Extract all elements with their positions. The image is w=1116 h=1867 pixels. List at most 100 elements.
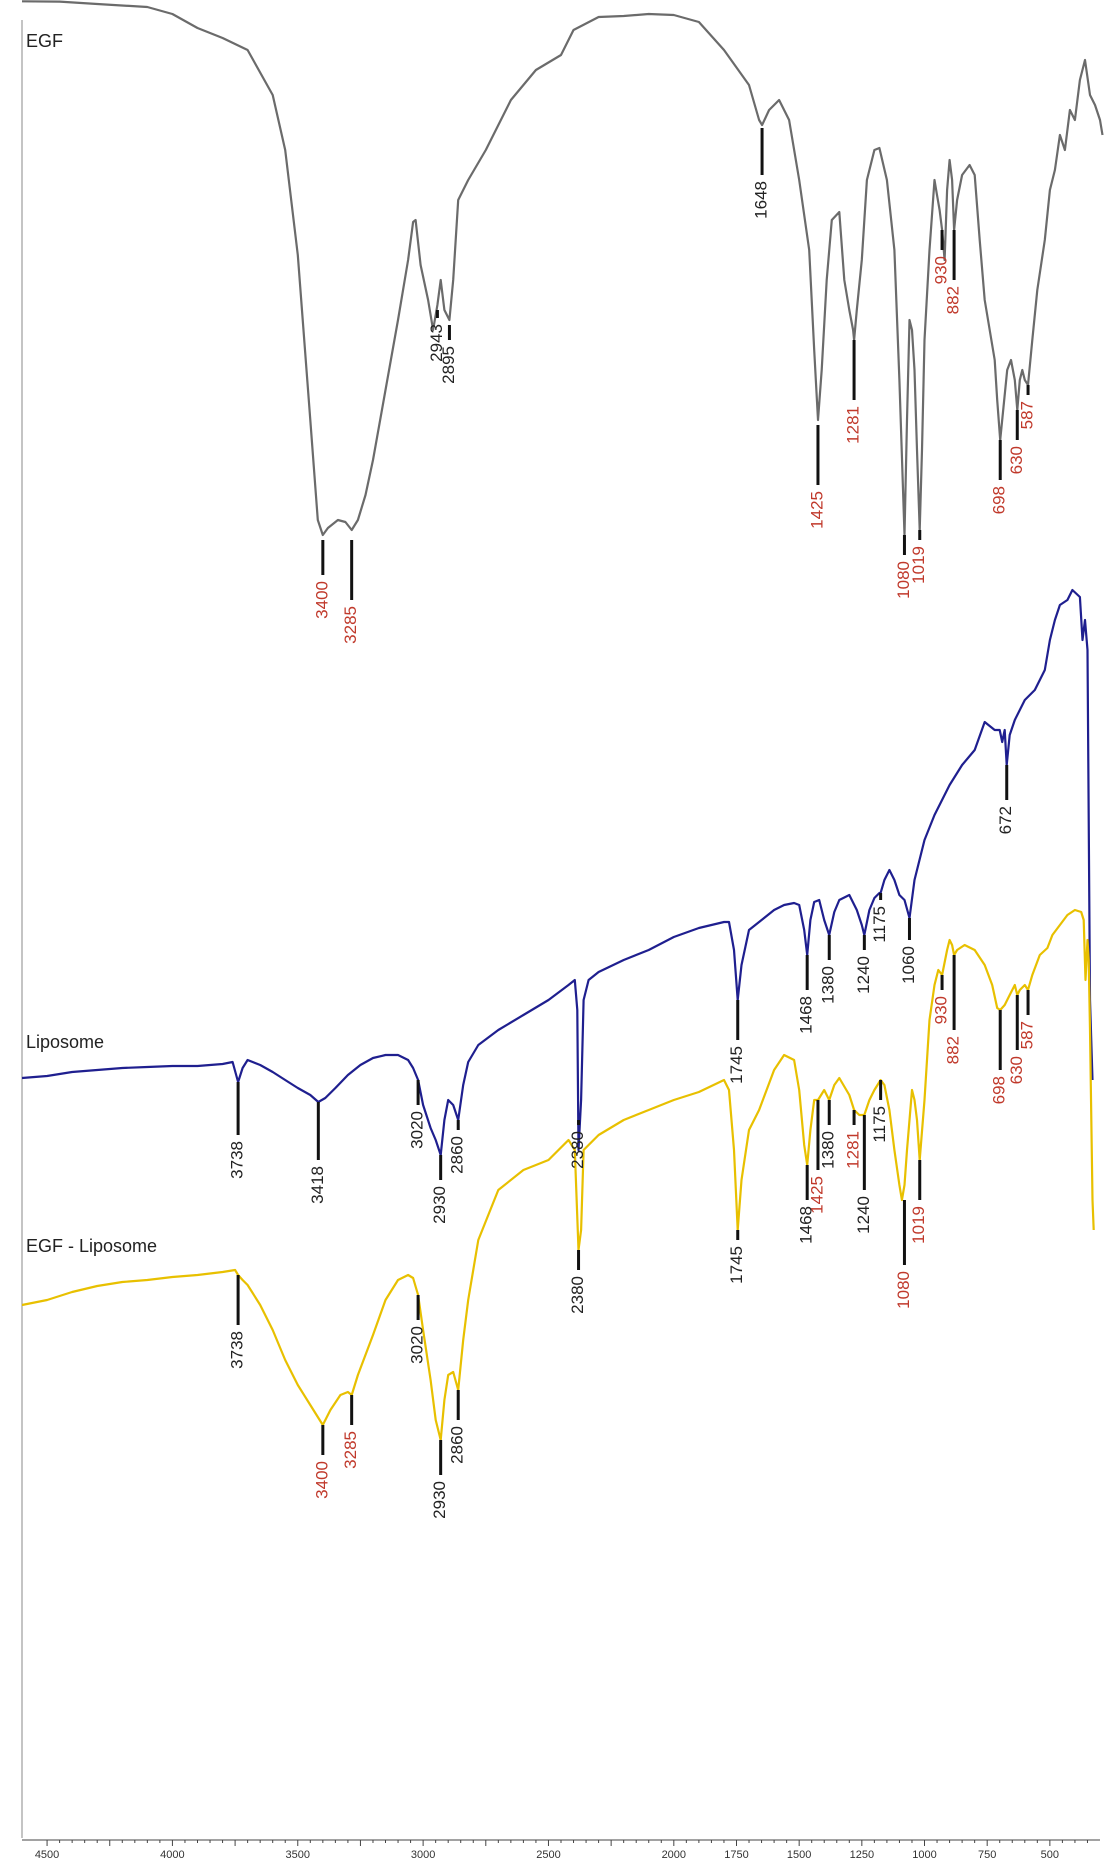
peak-label: 672 <box>996 806 1015 834</box>
peak-annotation-2943: 2943 <box>427 310 446 362</box>
x-tick-label: 750 <box>978 1849 996 1861</box>
peak-annotation-3020: 3020 <box>408 1080 427 1149</box>
series-label-egf: EGF <box>26 31 63 51</box>
peak-label: 1745 <box>727 1046 746 1084</box>
peak-label: 3020 <box>408 1326 427 1364</box>
peak-label: 1380 <box>819 1131 838 1169</box>
peak-annotation-1281: 1281 <box>844 1110 863 1169</box>
series-label-egf-liposome: EGF - Liposome <box>26 1236 157 1256</box>
peak-annotation-1019: 1019 <box>909 1160 928 1244</box>
x-tick-label: 2000 <box>662 1849 686 1861</box>
series-labels: EGF Liposome EGF - Liposome <box>26 31 157 1256</box>
peak-annotation-630: 630 <box>1007 995 1026 1084</box>
peak-annotations: 3400328529432895164814251281108010199308… <box>228 128 1037 1519</box>
x-tick-label: 2500 <box>536 1849 560 1861</box>
peak-annotation-698: 698 <box>990 440 1009 514</box>
peak-label: 1425 <box>807 491 826 529</box>
peak-annotation-1425: 1425 <box>807 425 826 529</box>
peak-annotation-630: 630 <box>1007 410 1026 474</box>
peak-label: 3285 <box>341 1431 360 1469</box>
peak-label: 1080 <box>894 1271 913 1309</box>
series-line-egf-liposome <box>21 908 1095 1442</box>
peak-label: 1281 <box>844 406 863 444</box>
peak-label: 1468 <box>797 996 816 1034</box>
peak-label: 1240 <box>854 956 873 994</box>
x-axis: 4500 4000 3500 3000 2500 2000 1750 1500 1250 1000… <box>22 1839 1100 1861</box>
peak-annotation-2930: 2930 <box>430 1440 449 1519</box>
peak-annotation-672: 672 <box>996 765 1015 834</box>
peak-annotation-698: 698 <box>990 1010 1009 1104</box>
peak-label: 882 <box>944 286 963 314</box>
peak-label: 930 <box>932 256 951 284</box>
peak-label: 2860 <box>448 1426 467 1464</box>
peak-label: 3738 <box>228 1331 247 1369</box>
peak-annotation-587: 587 <box>1018 990 1037 1049</box>
peak-label: 2380 <box>568 1131 587 1169</box>
peak-annotation-1425: 1425 <box>807 1100 826 1214</box>
peak-label: 698 <box>990 1076 1009 1104</box>
peak-annotation-3285: 3285 <box>341 1395 360 1469</box>
peak-annotation-1240: 1240 <box>854 1115 873 1234</box>
peak-annotation-1060: 1060 <box>899 918 918 984</box>
peak-label: 3738 <box>228 1141 247 1179</box>
peak-label: 1281 <box>844 1131 863 1169</box>
peak-annotation-3738: 3738 <box>228 1275 247 1369</box>
series-label-liposome: Liposome <box>26 1032 104 1052</box>
peak-label: 1080 <box>894 561 913 599</box>
peak-label: 3020 <box>408 1111 427 1149</box>
peak-annotation-2860: 2860 <box>448 1120 467 1174</box>
peak-annotation-3020: 3020 <box>408 1295 427 1364</box>
peak-annotation-1468: 1468 <box>797 1165 816 1244</box>
x-tick-label: 3000 <box>411 1849 435 1861</box>
peak-annotation-2860: 2860 <box>448 1390 467 1464</box>
peak-label: 1648 <box>752 181 771 219</box>
peak-label: 630 <box>1007 1056 1026 1084</box>
peak-label: 2943 <box>427 324 446 362</box>
peak-label: 882 <box>944 1036 963 1064</box>
peak-label: 3418 <box>308 1166 327 1204</box>
peak-annotation-882: 882 <box>944 955 963 1064</box>
x-tick-label: 4500 <box>35 1849 59 1861</box>
peak-label: 3285 <box>341 606 360 644</box>
peak-label: 1380 <box>819 966 838 1004</box>
peak-annotation-3285: 3285 <box>341 540 360 644</box>
x-tick-label: 1750 <box>724 1849 748 1861</box>
peak-label: 1060 <box>899 946 918 984</box>
peak-annotation-930: 930 <box>932 975 951 1024</box>
peak-annotation-3400: 3400 <box>312 1425 331 1499</box>
peak-annotation-2930: 2930 <box>430 1155 449 1224</box>
peak-label: 1425 <box>807 1176 826 1214</box>
peak-label: 698 <box>990 486 1009 514</box>
peak-annotation-1745: 1745 <box>727 1230 746 1284</box>
x-tick-label: 1250 <box>850 1849 874 1861</box>
peak-label: 2895 <box>439 346 458 384</box>
x-tick-label: 500 <box>1041 1849 1059 1861</box>
peak-annotation-1175: 1175 <box>870 893 889 943</box>
peak-annotation-1380: 1380 <box>819 1100 838 1169</box>
x-tick-label: 1000 <box>912 1849 936 1861</box>
peak-label: 1175 <box>870 1106 889 1143</box>
peak-label: 930 <box>932 996 951 1024</box>
peak-label: 2380 <box>568 1276 587 1314</box>
peak-label: 2860 <box>448 1136 467 1174</box>
peak-annotation-2895: 2895 <box>439 325 458 384</box>
peak-annotation-3418: 3418 <box>308 1102 327 1204</box>
x-tick-label: 1500 <box>787 1849 811 1861</box>
peak-label: 587 <box>1018 401 1037 429</box>
peak-label: 1240 <box>854 1196 873 1234</box>
peak-label: 3400 <box>312 1461 331 1499</box>
peak-annotation-1745: 1745 <box>727 1000 746 1084</box>
peak-annotation-1080: 1080 <box>894 1200 913 1309</box>
peak-annotation-1175: 1175 <box>870 1080 889 1143</box>
peak-label: 630 <box>1007 446 1026 474</box>
peak-label: 1175 <box>870 906 889 943</box>
peak-label: 1468 <box>797 1206 816 1244</box>
peak-annotation-1380: 1380 <box>819 935 838 1004</box>
peak-label: 3400 <box>312 581 331 619</box>
peak-annotation-1281: 1281 <box>844 340 863 444</box>
x-tick-label: 4000 <box>160 1849 184 1861</box>
peak-annotation-930: 930 <box>932 230 951 284</box>
series-line-liposome <box>21 588 1094 1157</box>
peak-label: 1019 <box>909 546 928 584</box>
